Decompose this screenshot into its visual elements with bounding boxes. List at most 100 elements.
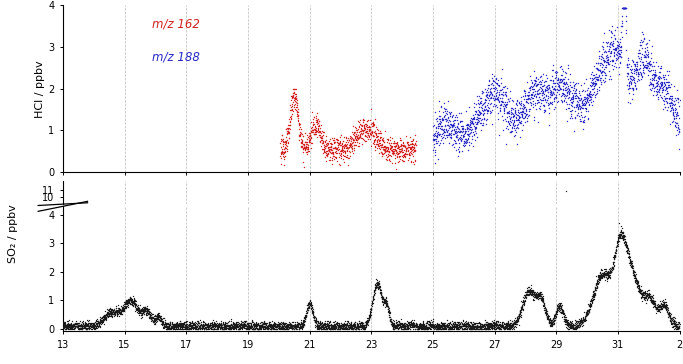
Point bbox=[361, 323, 372, 328]
Point bbox=[66, 320, 76, 326]
Point bbox=[283, 130, 294, 135]
Point bbox=[377, 136, 388, 142]
Point bbox=[579, 102, 590, 108]
Point bbox=[346, 130, 357, 135]
Point bbox=[441, 323, 451, 329]
Point bbox=[190, 324, 201, 329]
Point bbox=[613, 238, 624, 244]
Point bbox=[654, 83, 665, 88]
Point bbox=[107, 309, 117, 314]
Point bbox=[471, 120, 482, 126]
Point bbox=[455, 325, 466, 331]
Point bbox=[318, 146, 329, 152]
Point bbox=[111, 309, 122, 315]
Point bbox=[576, 318, 587, 324]
Point bbox=[335, 162, 346, 168]
Point bbox=[338, 325, 349, 331]
Point bbox=[338, 134, 349, 140]
Point bbox=[559, 317, 570, 323]
Point bbox=[156, 322, 167, 328]
Point bbox=[310, 130, 321, 135]
Point bbox=[558, 313, 569, 318]
Point bbox=[617, 18, 628, 24]
Point bbox=[568, 323, 579, 329]
Point bbox=[277, 322, 288, 328]
Point bbox=[214, 322, 225, 328]
Point bbox=[665, 100, 675, 106]
Point bbox=[427, 322, 438, 328]
Point bbox=[409, 140, 420, 146]
Point bbox=[550, 308, 561, 313]
Point bbox=[79, 324, 89, 330]
Point bbox=[371, 141, 382, 147]
Point bbox=[419, 326, 430, 332]
Point bbox=[529, 68, 540, 74]
Point bbox=[664, 68, 675, 74]
Point bbox=[213, 321, 224, 327]
Point bbox=[442, 323, 453, 328]
Point bbox=[344, 323, 355, 329]
Point bbox=[643, 287, 654, 293]
Point bbox=[495, 322, 506, 328]
Point bbox=[408, 323, 419, 328]
Point bbox=[339, 323, 350, 328]
Point bbox=[651, 83, 662, 88]
Point bbox=[413, 325, 424, 331]
Point bbox=[106, 313, 117, 319]
Point bbox=[123, 299, 134, 305]
Point bbox=[383, 149, 394, 155]
Point bbox=[196, 322, 207, 328]
Point bbox=[119, 303, 130, 309]
Point bbox=[408, 159, 419, 165]
Point bbox=[648, 75, 659, 81]
Point bbox=[357, 320, 368, 325]
Point bbox=[523, 106, 534, 112]
Point bbox=[420, 324, 431, 330]
Point bbox=[327, 324, 338, 330]
Point bbox=[607, 264, 618, 270]
Point bbox=[331, 146, 342, 151]
Point bbox=[111, 307, 122, 313]
Point bbox=[637, 291, 648, 297]
Point bbox=[260, 321, 270, 327]
Point bbox=[282, 321, 293, 327]
Point bbox=[594, 72, 605, 78]
Point bbox=[669, 101, 680, 107]
Point bbox=[275, 320, 285, 326]
Point bbox=[82, 326, 93, 332]
Point bbox=[550, 312, 561, 318]
Point bbox=[355, 121, 366, 127]
Point bbox=[201, 326, 212, 332]
Point bbox=[332, 146, 343, 152]
Point bbox=[598, 270, 609, 276]
Point bbox=[88, 325, 99, 331]
Point bbox=[653, 303, 664, 309]
Point bbox=[173, 321, 184, 327]
Point bbox=[518, 295, 529, 301]
Point bbox=[340, 141, 351, 147]
Point bbox=[619, 239, 630, 245]
Point bbox=[415, 321, 426, 327]
Point bbox=[474, 323, 485, 329]
Point bbox=[455, 325, 466, 331]
Point bbox=[475, 325, 486, 331]
Point bbox=[599, 30, 610, 36]
Point bbox=[368, 123, 379, 128]
Point bbox=[156, 316, 167, 321]
Point bbox=[292, 97, 303, 103]
Point bbox=[395, 156, 406, 162]
Point bbox=[406, 143, 417, 149]
Point bbox=[285, 322, 296, 328]
Point bbox=[572, 105, 583, 111]
Point bbox=[495, 75, 506, 81]
Point bbox=[542, 89, 553, 95]
Point bbox=[409, 141, 420, 147]
Point bbox=[414, 322, 425, 328]
Point bbox=[352, 324, 363, 330]
Point bbox=[229, 324, 240, 330]
Point bbox=[349, 135, 360, 141]
Point bbox=[120, 303, 131, 309]
Point bbox=[418, 322, 429, 328]
Point bbox=[462, 323, 473, 329]
Point bbox=[518, 300, 529, 306]
